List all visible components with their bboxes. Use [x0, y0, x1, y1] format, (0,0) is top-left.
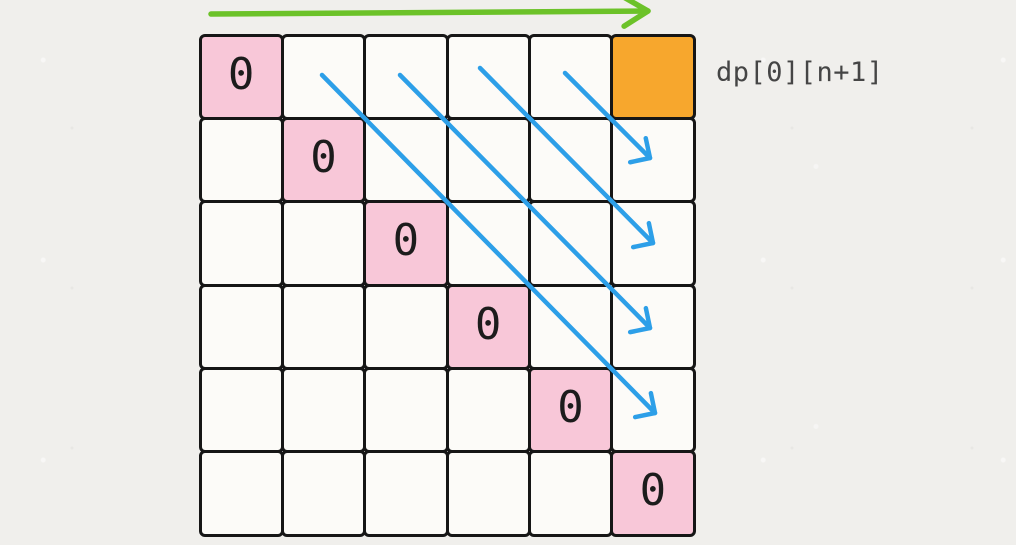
green-right-arrow — [208, 0, 651, 29]
grid-cell-r2c2: 0 — [280, 116, 367, 204]
grid-cell-r3c2 — [280, 200, 367, 287]
grid-cell-r6c5 — [527, 450, 614, 537]
grid-cell-r4c5 — [527, 283, 614, 370]
grid-cell-r1c1: 0 — [198, 33, 284, 120]
grid-cell-r3c3: 0 — [363, 200, 449, 287]
grid-cell-r2c1 — [198, 116, 284, 204]
grid-cell-r1c5 — [527, 33, 614, 120]
grid-cell-r1c6 — [610, 33, 696, 120]
grid-cell-r6c1 — [198, 450, 284, 537]
grid-cell-r3c5 — [527, 200, 614, 287]
grid-cell-r4c2 — [280, 283, 367, 370]
grid-cell-r2c6 — [610, 116, 696, 204]
grid-cell-r5c2 — [280, 366, 367, 454]
grid-cell-r5c1 — [198, 366, 284, 454]
grid-cell-r6c6: 0 — [610, 450, 696, 537]
grid-cell-r3c1 — [198, 200, 284, 287]
grid-cell-r1c4 — [445, 33, 531, 120]
grid-cell-r3c4 — [445, 200, 531, 287]
grid-cell-r1c2 — [280, 33, 367, 120]
grid-cell-r2c5 — [527, 116, 614, 204]
grid-cell-r6c3 — [363, 450, 449, 537]
grid-cell-r4c3 — [363, 283, 449, 370]
grid-cell-r4c1 — [198, 283, 284, 370]
dp-cell-label: dp[0][n+1] — [716, 57, 884, 88]
grid-cell-r4c6 — [610, 283, 696, 370]
grid-cell-r2c3 — [363, 116, 449, 204]
grid-cell-r5c4 — [445, 366, 531, 454]
grid-cell-r3c6 — [610, 200, 696, 287]
grid-cell-r4c4: 0 — [445, 283, 531, 370]
grid-cell-r6c2 — [280, 450, 367, 537]
grid-cell-r2c4 — [445, 116, 531, 204]
grid-cell-r5c6 — [610, 366, 696, 454]
grid-cell-r6c4 — [445, 450, 531, 537]
grid-cell-r5c5: 0 — [527, 366, 614, 454]
grid-cell-r5c3 — [363, 366, 449, 454]
grid-cell-r1c3 — [363, 33, 449, 120]
